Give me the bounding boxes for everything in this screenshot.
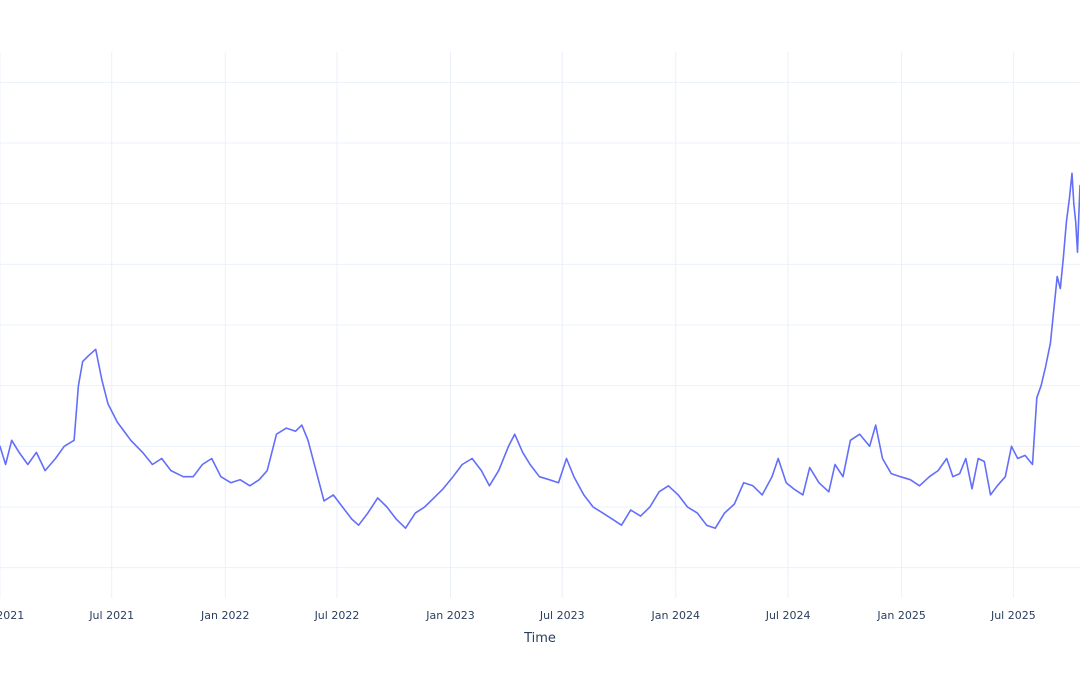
x-tick-label: Jul 2021 — [88, 609, 134, 622]
series-layer — [0, 172, 1080, 530]
x-tick-label: Jul 2023 — [539, 609, 585, 622]
x-tick-label: Jan 2023 — [425, 609, 474, 622]
x-axis-ticks: Jan 2021 Jul 2021 Jan 2022 Jul 2022 Jan 2023… — [0, 609, 1036, 622]
x-tick-label: Jan 2024 — [651, 609, 700, 622]
x-tick-label: Jul 2025 — [990, 609, 1036, 622]
x-tick-label: Jan 2022 — [200, 609, 249, 622]
x-tick-label: Jul 2024 — [765, 609, 811, 622]
x-axis-title: Time — [523, 631, 556, 646]
x-tick-label: Jan 2025 — [876, 609, 925, 622]
x-tick-label: Jul 2022 — [314, 609, 360, 622]
grid-lines — [0, 52, 1080, 598]
series-line — [0, 172, 1080, 530]
x-tick-label: Jan 2021 — [0, 609, 24, 622]
